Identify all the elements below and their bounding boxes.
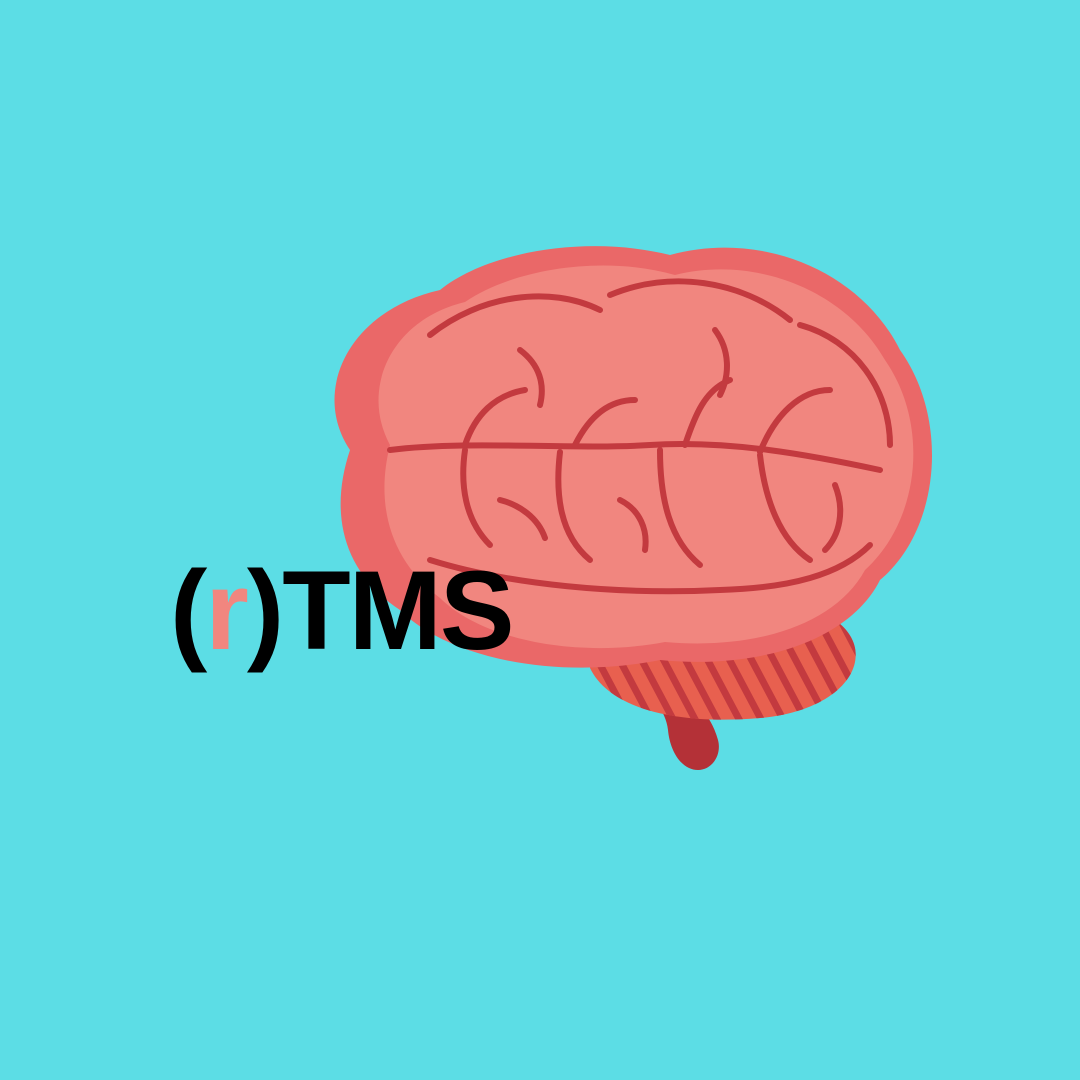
title-part: r — [205, 548, 247, 673]
brain-icon — [290, 240, 950, 800]
title-label: (r)TMS — [170, 546, 513, 675]
title-part: ( — [170, 548, 205, 673]
brain-illustration — [290, 240, 950, 800]
title-part: )TMS — [247, 548, 513, 673]
infographic-canvas: (r)TMS — [0, 0, 1080, 1080]
